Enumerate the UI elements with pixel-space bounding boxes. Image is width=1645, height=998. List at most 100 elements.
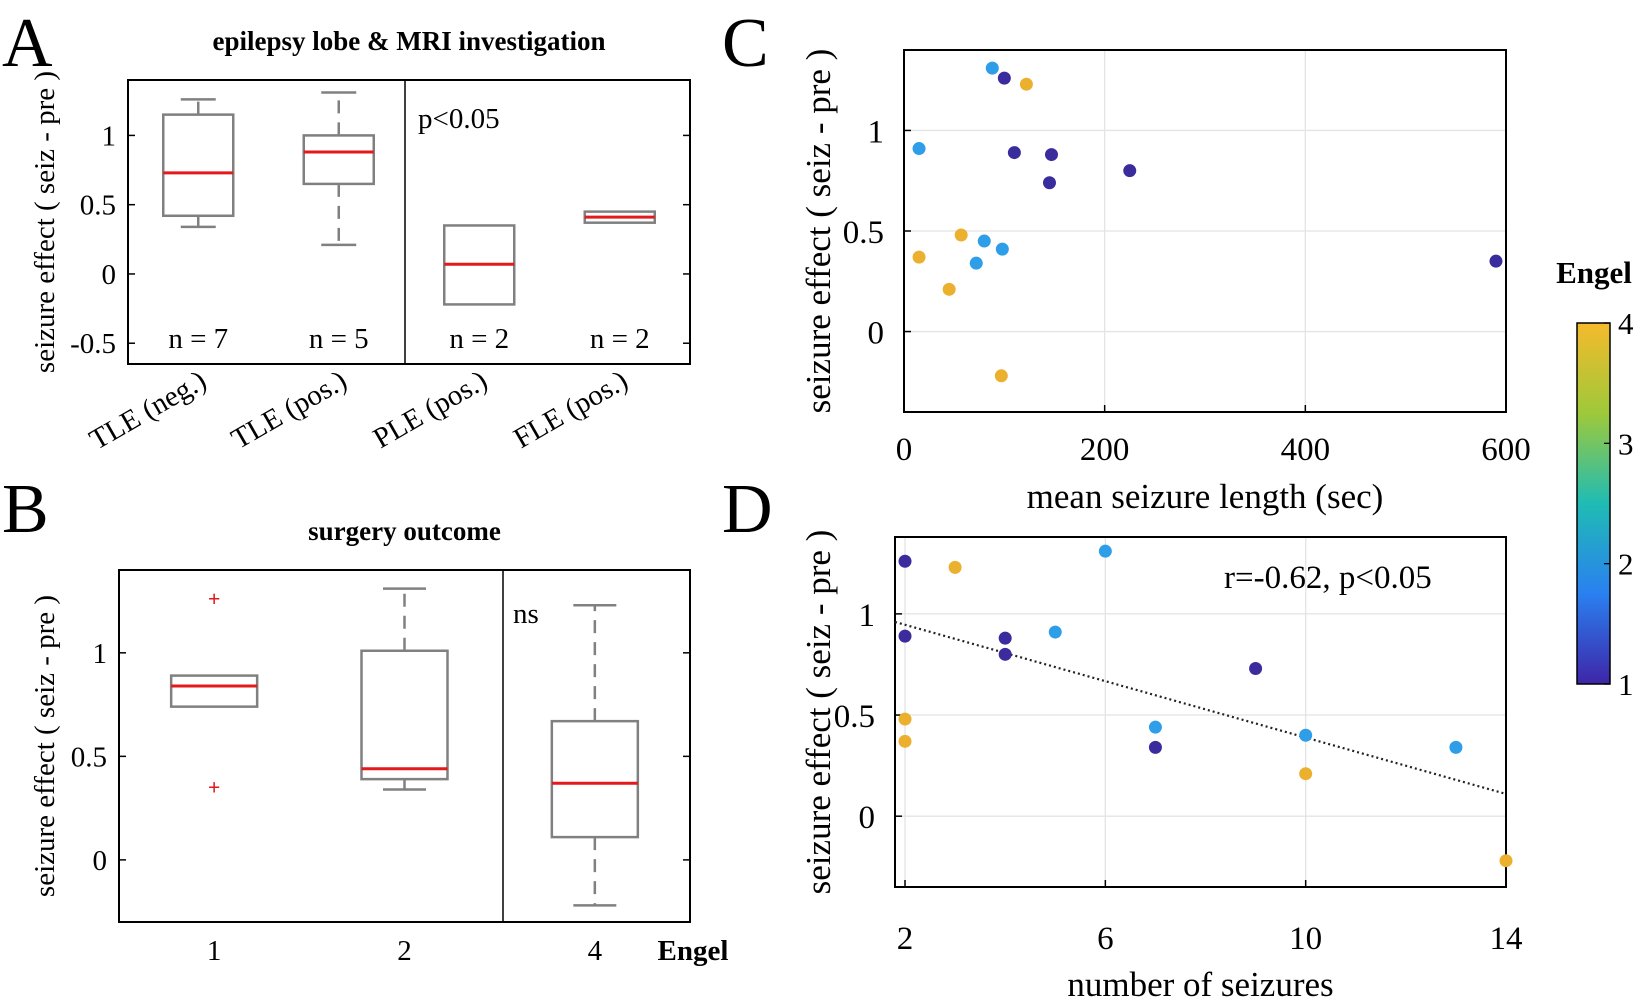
scatter-point: [948, 560, 962, 574]
chart-title: surgery outcome: [308, 516, 501, 546]
group-count: n = 7: [168, 323, 228, 355]
x-tick-label: 14: [1490, 921, 1523, 957]
colorbar-gradient: [1576, 322, 1611, 685]
scatter-point: [898, 629, 912, 643]
scatter-point: [912, 250, 926, 264]
x-tick-label: 400: [1281, 432, 1331, 468]
scatter-point: [1042, 176, 1056, 190]
y-axis-label: seizure effect ( seiz - pre ): [799, 530, 838, 895]
iqr-box: [360, 649, 449, 781]
x-tick-label: TLE (neg.): [84, 364, 212, 456]
scatter-point: [898, 734, 912, 748]
colorbar-tick-label: 4: [1618, 306, 1634, 341]
x-tick-label: 2: [397, 935, 412, 967]
scatter-point: [954, 228, 968, 242]
y-tick-label: 0.5: [834, 699, 875, 735]
scatter-point: [1019, 77, 1033, 91]
y-tick-label: 0: [93, 845, 108, 877]
group-count: n = 2: [590, 323, 650, 355]
y-tick-label: -0.5: [70, 328, 116, 360]
group-count: n = 5: [309, 323, 369, 355]
scatter-point: [969, 256, 983, 270]
x-tick-label: 2: [897, 921, 914, 957]
box-1: [162, 98, 235, 229]
y-axis-label: seizure effect ( seiz - pre ): [799, 49, 838, 414]
scatter-point: [997, 71, 1011, 85]
colorbar-tick-label: 2: [1618, 547, 1634, 582]
scatter-point: [1098, 544, 1112, 558]
y-tick-label: 1: [868, 114, 885, 150]
scatter-point: [977, 234, 991, 248]
x-tick-label: 0: [896, 432, 913, 468]
panel-letter-c: C: [722, 5, 769, 82]
y-tick-label: 1: [859, 598, 876, 634]
scatter-point: [898, 712, 912, 726]
scatter-point: [898, 554, 912, 568]
box-2: [360, 587, 449, 791]
y-axis-label: seizure effect ( seiz - pre ): [29, 595, 61, 897]
panel-letter-a: A: [2, 5, 53, 82]
y-tick-label: 0: [859, 800, 876, 836]
x-axis-label: Engel: [658, 935, 729, 967]
scatter-point: [998, 647, 1012, 661]
y-tick-label: 0: [102, 259, 117, 291]
scatter-point: [942, 282, 956, 296]
y-tick-label: 0.5: [843, 215, 884, 251]
y-axis-label: seizure effect ( seiz - pre ): [29, 71, 61, 373]
scatter-point: [1249, 662, 1263, 676]
scatter-point: [1007, 146, 1021, 160]
x-tick-label: 4: [588, 935, 603, 967]
scatter-point: [994, 369, 1008, 383]
panel-letter-b: B: [2, 471, 49, 548]
outlier-marker: +: [208, 586, 221, 611]
y-tick-label: 1: [93, 638, 108, 670]
scatter-point: [1048, 625, 1062, 639]
panel-a: epilepsy lobe & MRI investigation -0.5 0 0.…: [29, 26, 691, 456]
x-tick-label: 6: [1097, 921, 1114, 957]
colorbar-tick-label: 1: [1618, 667, 1634, 702]
iqr-box: [550, 719, 640, 839]
scatter-point: [995, 242, 1009, 256]
panel-c: 0 200 400 600 0 0.5 1 mean seizure length (sec)…: [799, 49, 1531, 516]
scatter-point: [912, 142, 926, 156]
box-3: [550, 603, 640, 907]
scatter-point: [1299, 767, 1313, 781]
x-tick-label: 10: [1289, 921, 1322, 957]
scatter-point: [1148, 720, 1162, 734]
engel-colorbar: Engel 1 2 3 4: [1556, 255, 1634, 702]
colorbar-title: Engel: [1556, 255, 1632, 290]
outlier-marker: +: [208, 774, 221, 799]
box-1: ++: [169, 586, 259, 799]
y-tick-label: 0: [868, 316, 885, 352]
plot-frame: [127, 79, 691, 365]
significance-annotation: ns: [513, 598, 539, 630]
x-axis-label: mean seizure length (sec): [1027, 477, 1384, 516]
chart-title: epilepsy lobe & MRI investigation: [212, 26, 605, 56]
scatter-point: [1123, 164, 1137, 178]
panel-d: 2 6 10 14 0 0.5 1 number of seizures seizure eff…: [799, 530, 1523, 998]
x-tick-label: 200: [1080, 432, 1130, 468]
correlation-annotation: r=-0.62, p<0.05: [1224, 560, 1432, 596]
x-axis-label: number of seizures: [1067, 965, 1333, 998]
y-tick-label: 1: [102, 120, 117, 152]
iqr-box: [162, 113, 235, 218]
x-tick-label: FLE (pos.): [508, 364, 633, 455]
x-tick-label: 1: [207, 935, 222, 967]
group-count: n = 2: [449, 323, 509, 355]
iqr-box: [169, 674, 259, 708]
iqr-box: [302, 134, 375, 186]
x-tick-label: PLE (pos.): [368, 364, 493, 455]
plot-frame: [894, 536, 1507, 888]
colorbar-tick-label: 3: [1618, 426, 1634, 461]
scatter-point: [1148, 740, 1162, 754]
scatter-point: [985, 61, 999, 75]
scatter-point: [1299, 728, 1313, 742]
y-tick-label: 0.5: [80, 190, 116, 222]
scatter-point: [1499, 854, 1513, 868]
scatter-point: [1044, 148, 1058, 162]
y-tick-label: 0.5: [71, 741, 107, 773]
significance-annotation: p<0.05: [418, 103, 500, 135]
box-2: [302, 91, 375, 247]
